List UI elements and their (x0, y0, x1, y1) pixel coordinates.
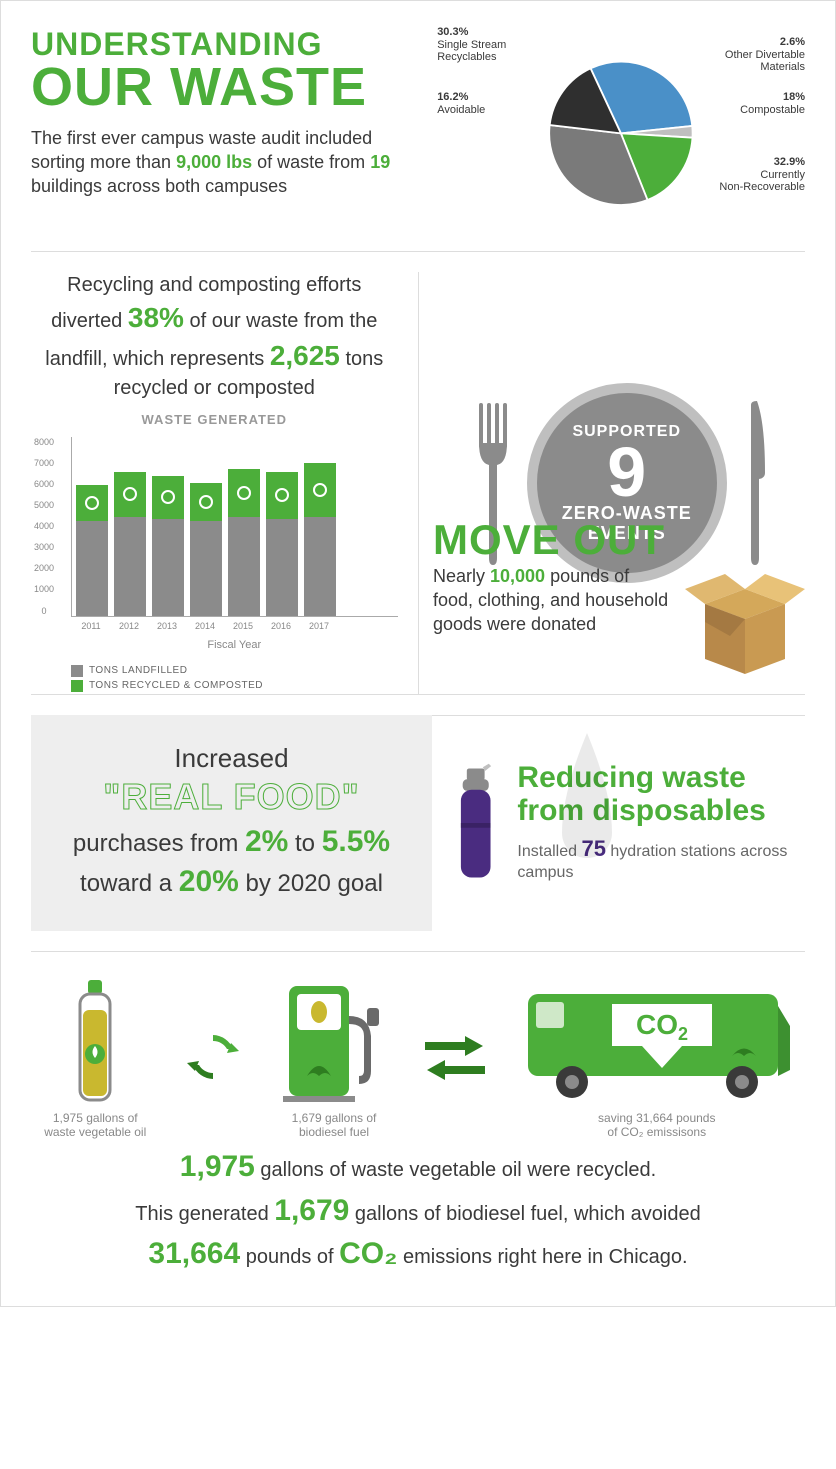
droplet-bg-icon (552, 723, 622, 923)
waste-bar-chart: 010002000300040005000600070008000 (71, 437, 398, 617)
knife-icon (739, 383, 775, 583)
plate-graphic: SUPPORTED 9 ZERO-WASTEEVENTS (469, 383, 775, 583)
recycle-arrows-icon (183, 1027, 243, 1087)
bus-group: CO2 saving 31,664 poundsof CO₂ emissison… (522, 976, 792, 1140)
oil-bottle-group: 1,975 gallons ofwaste vegetable oil (44, 976, 146, 1140)
oil-bottle-icon (60, 976, 130, 1106)
plate: SUPPORTED 9 ZERO-WASTEEVENTS (527, 383, 727, 583)
title-line-2: OUR WASTE (31, 63, 417, 112)
fuel-pump-icon (279, 976, 389, 1106)
bar-chart-container: TONS 010002000300040005000600070008000 2… (31, 437, 398, 651)
plate-number: 9 (607, 441, 646, 504)
realfood-panel: Increased "REAL FOOD" purchases from 2% … (31, 715, 432, 931)
row-realfood-disposables: Increased "REAL FOOD" purchases from 2% … (1, 695, 835, 951)
waste-pie-chart: 30.3%Single StreamRecyclables2.6%Other D… (437, 26, 805, 226)
diversion-text: Recycling and composting efforts diverte… (31, 272, 398, 402)
realfood-text: purchases from 2% to 5.5% toward a 20% b… (55, 822, 408, 903)
pie-labels: 30.3%Single StreamRecyclables2.6%Other D… (437, 26, 805, 226)
fuel-pump-group: 1,679 gallons ofbiodiesel fuel (279, 976, 389, 1140)
x-axis-label: Fiscal Year (71, 639, 398, 651)
header-text: UNDERSTANDING OUR WASTE The first ever c… (31, 26, 417, 226)
biodiesel-icons: 1,975 gallons ofwaste vegetable oil 1,67… (31, 976, 805, 1140)
bar-chart-legend: TONS LANDFILLEDTONS RECYCLED & COMPOSTED (71, 665, 398, 692)
realfood-title: "REAL FOOD" (55, 776, 408, 818)
disposables-panel: Reducing waste from disposables Installe… (452, 715, 805, 931)
water-bottle-icon (452, 723, 499, 923)
diversion-panel: Recycling and composting efforts diverte… (31, 272, 419, 695)
plate-zero-waste: ZERO-WASTEEVENTS (562, 504, 692, 544)
arrows-right-icon (425, 1032, 485, 1082)
header-description: The first ever campus waste audit includ… (31, 126, 417, 199)
biodiesel-panel: 1,975 gallons ofwaste vegetable oil 1,67… (1, 952, 835, 1306)
y-ticks: 010002000300040005000600070008000 (34, 437, 54, 616)
x-labels: 2011201220132014201520162017 (75, 617, 398, 631)
oil-label: 1,975 gallons ofwaste vegetable oil (44, 1111, 146, 1140)
header: UNDERSTANDING OUR WASTE The first ever c… (1, 1, 835, 251)
bar-chart-title: WASTE GENERATED (31, 412, 398, 427)
co2-bus-icon: CO2 (522, 976, 792, 1106)
fork-icon (469, 383, 515, 583)
row-diversion-events: Recycling and composting efforts diverte… (1, 252, 835, 715)
biodiesel-text: 1,975 gallons of waste vegetable oil wer… (31, 1145, 805, 1276)
zero-waste-panel: SUPPORTED 9 ZERO-WASTEEVENTS (439, 272, 806, 695)
co2-label: saving 31,664 poundsof CO₂ emissisons (522, 1111, 792, 1140)
fuel-label: 1,679 gallons ofbiodiesel fuel (279, 1111, 389, 1140)
realfood-line1: Increased (55, 743, 408, 774)
